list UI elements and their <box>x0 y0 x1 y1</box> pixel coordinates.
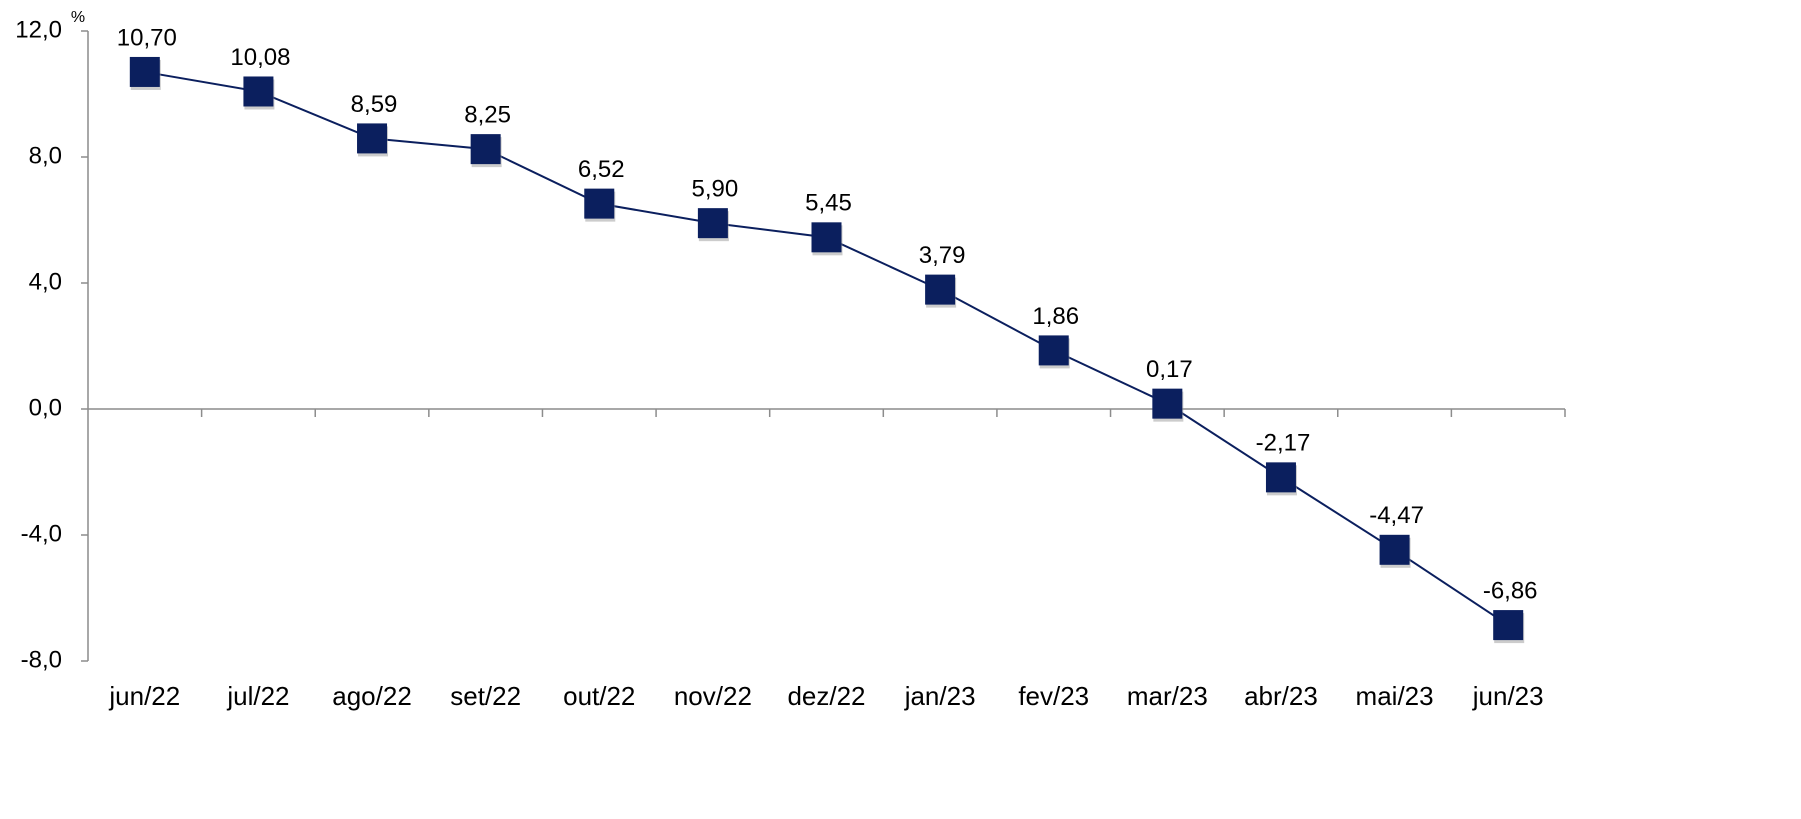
x-tick-label: nov/22 <box>674 681 752 711</box>
y-tick-label: 12,0 <box>15 16 62 43</box>
marker <box>357 123 388 154</box>
y-tick-label: -4,0 <box>21 520 62 547</box>
marker <box>1379 534 1410 565</box>
value-label: 1,86 <box>1032 303 1079 330</box>
value-label: 10,70 <box>117 24 177 51</box>
value-label: 10,08 <box>230 44 290 71</box>
value-label: -4,47 <box>1369 502 1424 529</box>
y-tick-label: 8,0 <box>29 142 62 169</box>
x-tick-label: jun/23 <box>1472 681 1544 711</box>
marker <box>1265 462 1296 493</box>
marker <box>1152 388 1183 419</box>
x-tick-label: dez/22 <box>787 681 865 711</box>
value-label: 5,45 <box>805 190 852 217</box>
marker <box>129 56 160 87</box>
x-tick-label: jan/23 <box>904 681 976 711</box>
value-label: -2,17 <box>1256 430 1311 457</box>
value-label: 0,17 <box>1146 356 1193 383</box>
x-tick-label: mar/23 <box>1127 681 1208 711</box>
x-tick-label: mai/23 <box>1356 681 1434 711</box>
y-tick-label: -8,0 <box>21 646 62 673</box>
value-label: -6,86 <box>1483 577 1538 604</box>
marker <box>243 76 274 107</box>
x-tick-label: jul/22 <box>226 681 289 711</box>
marker <box>925 274 956 305</box>
marker <box>584 188 615 219</box>
x-tick-label: jun/22 <box>108 681 180 711</box>
value-label: 8,25 <box>464 101 511 128</box>
value-label: 5,90 <box>692 175 739 202</box>
value-label: 6,52 <box>578 156 625 183</box>
x-tick-label: set/22 <box>450 681 521 711</box>
x-tick-label: out/22 <box>563 681 635 711</box>
y-tick-label: 0,0 <box>29 394 62 421</box>
marker <box>811 222 842 253</box>
y-tick-label: 4,0 <box>29 268 62 295</box>
value-label: 3,79 <box>919 242 966 269</box>
x-tick-label: abr/23 <box>1244 681 1318 711</box>
unit-label: % <box>71 9 85 26</box>
marker <box>1038 335 1069 366</box>
value-label: 8,59 <box>351 91 398 118</box>
marker <box>470 134 501 165</box>
x-tick-label: fev/23 <box>1018 681 1089 711</box>
marker <box>697 208 728 239</box>
series-line <box>144 70 1509 626</box>
x-tick-label: ago/22 <box>332 681 412 711</box>
marker <box>1493 610 1524 641</box>
